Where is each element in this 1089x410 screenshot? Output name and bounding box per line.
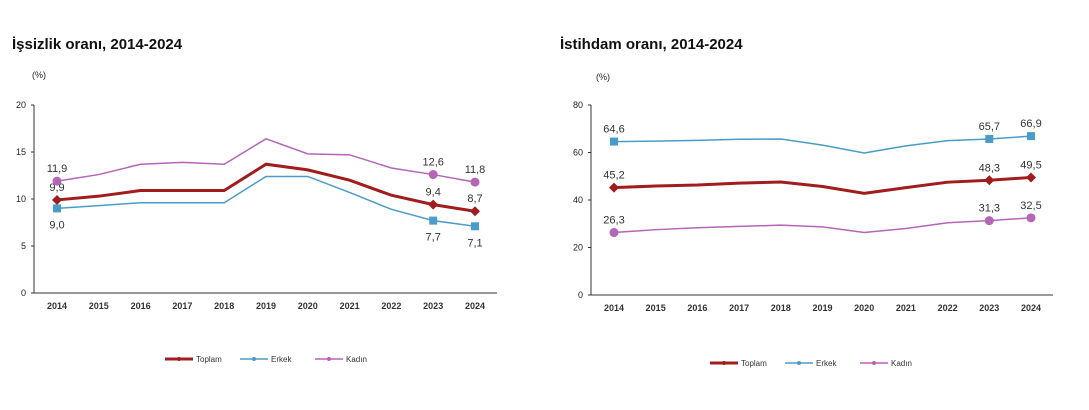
- x-tick-label: 2020: [854, 303, 874, 313]
- data-label: 31,3: [979, 203, 1000, 215]
- legend-label: Erkek: [271, 355, 292, 364]
- series-line-toplam: [613, 175, 1032, 195]
- y-tick-label: 15: [16, 147, 26, 157]
- data-point: [428, 199, 439, 210]
- chart-1-title: İşsizlik oranı, 2014-2024: [12, 36, 183, 53]
- y-tick-label: 60: [573, 148, 583, 158]
- legend-label: Kadın: [346, 355, 367, 364]
- data-point: [429, 216, 438, 225]
- legend-label: Toplam: [196, 355, 222, 364]
- data-label: 9,4: [426, 187, 441, 199]
- data-point: [428, 170, 438, 180]
- data-point: [984, 175, 995, 186]
- chart-2-title: İstihdam oranı, 2014-2024: [560, 36, 743, 53]
- data-point: [52, 176, 62, 186]
- x-tick-label: 2019: [256, 301, 276, 311]
- data-point: [471, 222, 479, 231]
- data-label: 49,5: [1020, 159, 1041, 171]
- legend-marker: [177, 357, 181, 361]
- legend-marker: [327, 357, 331, 361]
- legend-marker: [722, 361, 726, 365]
- y-tick-label: 40: [573, 195, 583, 205]
- x-tick-label: 2017: [729, 303, 749, 313]
- data-point: [610, 137, 618, 146]
- series-line-kadın: [613, 217, 1032, 234]
- x-tick-label: 2021: [340, 301, 360, 311]
- x-tick-label: 2014: [47, 301, 67, 311]
- x-tick-label: 2020: [298, 301, 318, 311]
- series-line-erkek: [613, 135, 1032, 154]
- data-label: 7,1: [467, 237, 482, 249]
- y-tick-label: 20: [16, 100, 26, 110]
- data-label: 48,3: [979, 162, 1000, 174]
- legend-label: Toplam: [741, 359, 767, 368]
- y-tick-label: 0: [578, 290, 583, 300]
- data-label: 7,7: [426, 232, 441, 244]
- data-label: 11,8: [465, 164, 486, 176]
- y-tick-label: 80: [573, 100, 583, 110]
- x-tick-label: 2022: [381, 301, 401, 311]
- data-label: 9,0: [49, 219, 64, 231]
- x-tick-label: 2015: [646, 303, 666, 313]
- x-tick-label: 2024: [465, 301, 485, 311]
- data-point: [470, 177, 480, 187]
- y-tick-label: 5: [21, 241, 26, 251]
- data-label: 11,9: [47, 163, 68, 175]
- series-line-toplam: [56, 162, 476, 213]
- data-label: 12,6: [422, 157, 443, 169]
- data-label: 65,7: [979, 121, 1000, 133]
- data-label: 8,7: [467, 193, 482, 205]
- data-point: [1027, 132, 1035, 141]
- y-tick-label: 20: [573, 243, 583, 253]
- data-label: 32,5: [1020, 200, 1041, 212]
- x-tick-label: 2016: [687, 303, 707, 313]
- series-line-kadın: [56, 138, 476, 183]
- x-tick-label: 2014: [604, 303, 624, 313]
- x-tick-label: 2024: [1021, 303, 1041, 313]
- x-tick-label: 2021: [896, 303, 916, 313]
- x-tick-label: 2019: [812, 303, 832, 313]
- y-tick-label: 10: [16, 194, 26, 204]
- data-point: [470, 206, 480, 217]
- data-point: [1026, 172, 1036, 183]
- data-label: 26,3: [603, 215, 624, 227]
- x-tick-label: 2018: [771, 303, 791, 313]
- data-point: [985, 134, 994, 143]
- x-tick-label: 2023: [423, 301, 443, 311]
- data-label: 9,9: [49, 182, 64, 194]
- data-point: [1026, 213, 1036, 223]
- y-unit-label: (%): [596, 72, 610, 82]
- x-tick-label: 2022: [938, 303, 958, 313]
- x-tick-label: 2023: [979, 303, 999, 313]
- data-point: [609, 182, 619, 193]
- data-point: [984, 216, 994, 226]
- data-point: [609, 228, 619, 238]
- y-tick-label: 0: [21, 288, 26, 298]
- legend-marker: [797, 361, 801, 365]
- data-label: 64,6: [603, 124, 624, 136]
- x-tick-label: 2016: [131, 301, 151, 311]
- legend-label: Erkek: [816, 359, 837, 368]
- legend-marker: [252, 357, 256, 361]
- legend-label: Kadın: [891, 359, 912, 368]
- data-point: [52, 194, 62, 205]
- y-unit-label: (%): [32, 70, 46, 80]
- series-line-erkek: [56, 175, 476, 228]
- legend-marker: [872, 361, 876, 365]
- x-tick-label: 2018: [214, 301, 234, 311]
- x-tick-label: 2017: [172, 301, 192, 311]
- data-label: 66,9: [1020, 118, 1041, 130]
- data-point: [53, 204, 61, 213]
- x-tick-label: 2015: [89, 301, 109, 311]
- data-label: 45,2: [603, 170, 624, 182]
